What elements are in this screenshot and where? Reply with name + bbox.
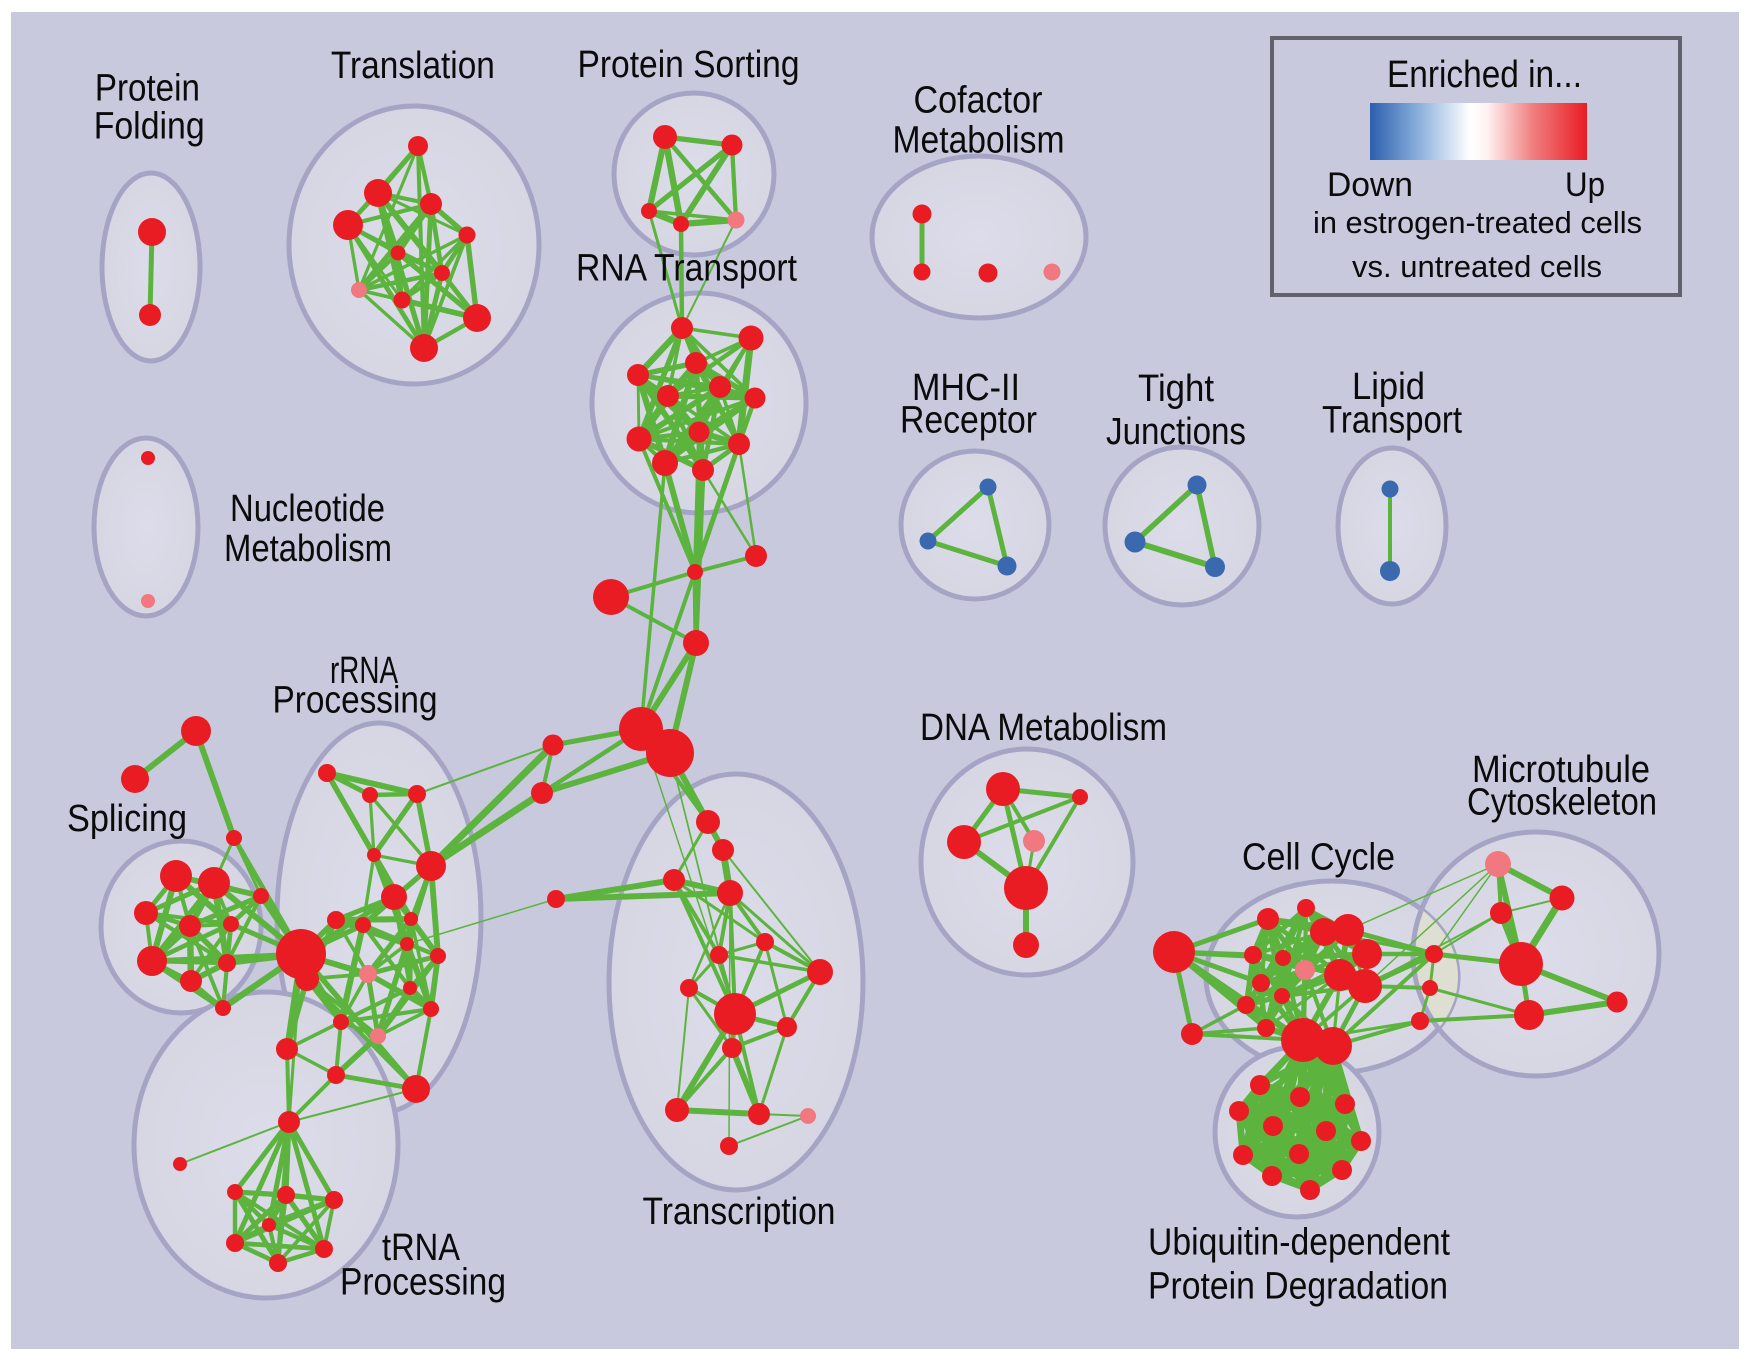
svg-text:Protein: Protein xyxy=(95,68,200,110)
svg-text:Down: Down xyxy=(1327,166,1413,204)
svg-text:Protein Degradation: Protein Degradation xyxy=(1148,1266,1448,1308)
svg-text:Transcription: Transcription xyxy=(643,1191,836,1233)
svg-text:Processing: Processing xyxy=(273,680,438,722)
svg-text:Tight: Tight xyxy=(1138,368,1214,410)
svg-text:in estrogen-treated cells: in estrogen-treated cells xyxy=(1313,205,1642,240)
svg-text:DNA Metabolism: DNA Metabolism xyxy=(920,707,1167,749)
svg-text:Folding: Folding xyxy=(94,106,205,148)
svg-text:Metabolism: Metabolism xyxy=(893,119,1065,161)
svg-text:Receptor: Receptor xyxy=(900,400,1037,442)
svg-text:tRNA: tRNA xyxy=(382,1227,461,1269)
svg-text:Processing: Processing xyxy=(340,1262,506,1304)
svg-text:Cell Cycle: Cell Cycle xyxy=(1242,837,1395,879)
svg-text:Ubiquitin-dependent: Ubiquitin-dependent xyxy=(1148,1222,1450,1264)
svg-text:Up: Up xyxy=(1565,166,1605,204)
svg-text:Cytoskeleton: Cytoskeleton xyxy=(1467,782,1657,824)
svg-text:Cofactor: Cofactor xyxy=(914,80,1043,122)
svg-text:Translation: Translation xyxy=(331,45,495,87)
svg-text:Splicing: Splicing xyxy=(67,798,187,840)
svg-text:Enriched in...: Enriched in... xyxy=(1387,54,1582,96)
svg-text:rRNA: rRNA xyxy=(330,650,398,692)
svg-text:Transport: Transport xyxy=(1322,400,1462,442)
svg-text:Protein Sorting: Protein Sorting xyxy=(578,44,800,86)
svg-text:Microtubule: Microtubule xyxy=(1472,749,1650,791)
svg-text:Nucleotide: Nucleotide xyxy=(230,488,385,530)
svg-text:Metabolism: Metabolism xyxy=(224,528,392,570)
svg-text:Lipid: Lipid xyxy=(1352,366,1425,408)
svg-text:Junctions: Junctions xyxy=(1106,411,1246,453)
svg-text:MHC-II: MHC-II xyxy=(912,367,1020,409)
svg-text:RNA Transport: RNA Transport xyxy=(576,248,797,290)
svg-text:vs. untreated cells: vs. untreated cells xyxy=(1352,249,1602,284)
